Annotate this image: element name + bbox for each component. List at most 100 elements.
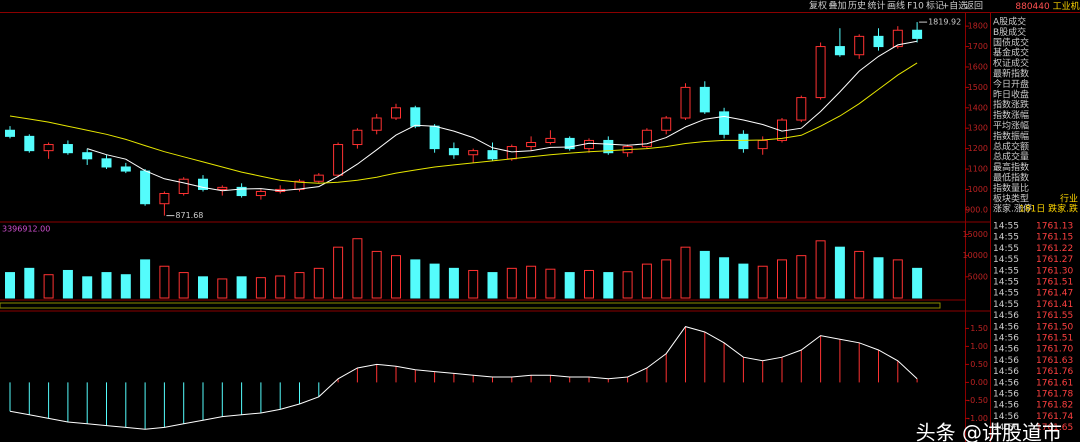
candle-body: [82, 152, 93, 160]
candle-body: [391, 107, 401, 119]
tick-price: 1761.51: [1036, 334, 1073, 344]
tick-time: 14:55: [993, 289, 1019, 299]
candle-body: [680, 86, 691, 119]
field-label: B股成交: [993, 26, 1026, 38]
candle-body: [468, 150, 479, 156]
y-tick-label: 0.50: [970, 360, 988, 369]
tick-price: 1761.30: [1036, 266, 1073, 276]
tick-price: 1761.50: [1036, 322, 1073, 332]
volume-bar: [140, 259, 151, 299]
field-label: 涨家.涨停: [993, 203, 1032, 215]
tick-time: 14:56: [993, 390, 1019, 400]
toolbar-button[interactable]: 叠加: [828, 1, 846, 12]
candle-body: [699, 86, 710, 113]
candle-body: [834, 46, 845, 56]
field-label: 最高指数: [993, 161, 1029, 173]
field-label: 总成交量: [993, 151, 1029, 163]
volume-bar: [603, 272, 614, 299]
toolbar-button[interactable]: F10: [907, 2, 924, 12]
candle-body: [43, 144, 54, 152]
volume-bar: [526, 265, 537, 299]
y-tick-label: 1200: [968, 144, 988, 153]
y-tick-label: 1100: [968, 165, 988, 174]
volume-bar: [738, 263, 749, 299]
tick-price: 1761.51: [1036, 278, 1073, 288]
tick-time: 14:56: [993, 367, 1019, 377]
candle-body: [198, 178, 208, 190]
volume-bar: [43, 274, 54, 299]
tick-time: 14:56: [993, 378, 1019, 388]
toolbar-button[interactable]: 返回: [965, 0, 983, 12]
watermark: 头条 @讲股道市: [916, 421, 1062, 442]
toolbar-button[interactable]: 标记: [926, 0, 944, 12]
stock-name: 工业机械: [1053, 0, 1080, 12]
y-tick-label: 5000: [968, 272, 988, 281]
tick-price: 1761.61: [1036, 378, 1073, 388]
candle-body: [757, 139, 768, 150]
tick-time: 14:56: [993, 334, 1019, 344]
tick-price: 1761.78: [1036, 390, 1073, 400]
toolbar-button[interactable]: 历史: [848, 0, 866, 12]
candle-body: [719, 111, 730, 135]
candle-body: [892, 29, 903, 48]
candle-body: [854, 35, 865, 56]
y-tick-label: 0.00: [970, 378, 988, 387]
candle-body: [5, 129, 15, 137]
tick-price: 1761.76: [1036, 367, 1073, 377]
toolbar-button[interactable]: +自选: [942, 0, 968, 12]
tick-time: 14:55: [993, 278, 1019, 288]
toolbar-button[interactable]: 画线: [887, 0, 905, 12]
tick-time: 14:55: [993, 266, 1019, 276]
y-tick-label: 1500: [968, 83, 988, 92]
volume-bar: [622, 271, 633, 299]
candle-body: [815, 46, 826, 99]
toolbar-button[interactable]: 统计: [867, 0, 885, 12]
tick-price: 1761.22: [1036, 244, 1073, 254]
volume-bar: [101, 272, 112, 299]
volume-bar: [545, 268, 556, 299]
tick-price: 1761.41: [1036, 300, 1073, 310]
tick-price: 1761.63: [1036, 356, 1073, 366]
low-annotation: 871.68: [175, 211, 203, 220]
y-tick-label: -1.00: [967, 414, 988, 423]
candle-body: [796, 97, 807, 121]
moving-average: [87, 40, 918, 192]
candle-body: [506, 146, 517, 160]
y-tick-label: 10000: [963, 251, 988, 260]
y-tick-label: 1400: [968, 103, 988, 112]
tick-price: 1761.47: [1036, 289, 1073, 299]
field-value: 行业: [1060, 192, 1078, 204]
toolbar-button[interactable]: 复权: [809, 0, 827, 12]
field-label: 平均涨幅: [993, 120, 1029, 132]
candle-body: [429, 125, 440, 150]
volume-bar: [352, 238, 363, 299]
tick-price: 1761.65: [1036, 423, 1073, 433]
volume-bar: [275, 275, 286, 299]
candle-body: [140, 170, 151, 205]
volume-bar: [82, 276, 93, 299]
volume-bar: [410, 259, 421, 299]
tick-time: 14:55: [993, 222, 1019, 232]
y-tick-label: 15000: [963, 230, 988, 239]
candle-body: [410, 107, 421, 127]
moving-average: [9, 62, 918, 184]
volume-bar: [468, 269, 479, 299]
volume-bar: [661, 259, 672, 299]
volume-bar: [757, 265, 768, 299]
volume-bar: [448, 267, 459, 299]
volume-bar: [487, 272, 498, 299]
volume-bar: [371, 250, 382, 299]
candle-body: [159, 193, 170, 205]
candle-body: [255, 190, 266, 197]
candle-body: [564, 137, 575, 150]
tick-price: 1761.74: [1036, 412, 1073, 422]
candle-body: [236, 186, 247, 197]
y-tick-label: 1.00: [970, 342, 988, 351]
volume-bar: [198, 276, 208, 299]
volume-bar: [5, 272, 15, 299]
candle-body: [603, 139, 614, 154]
volume-bar: [719, 257, 730, 299]
tick-price: 1761.82: [1036, 401, 1073, 411]
volume-bar: [892, 259, 903, 299]
